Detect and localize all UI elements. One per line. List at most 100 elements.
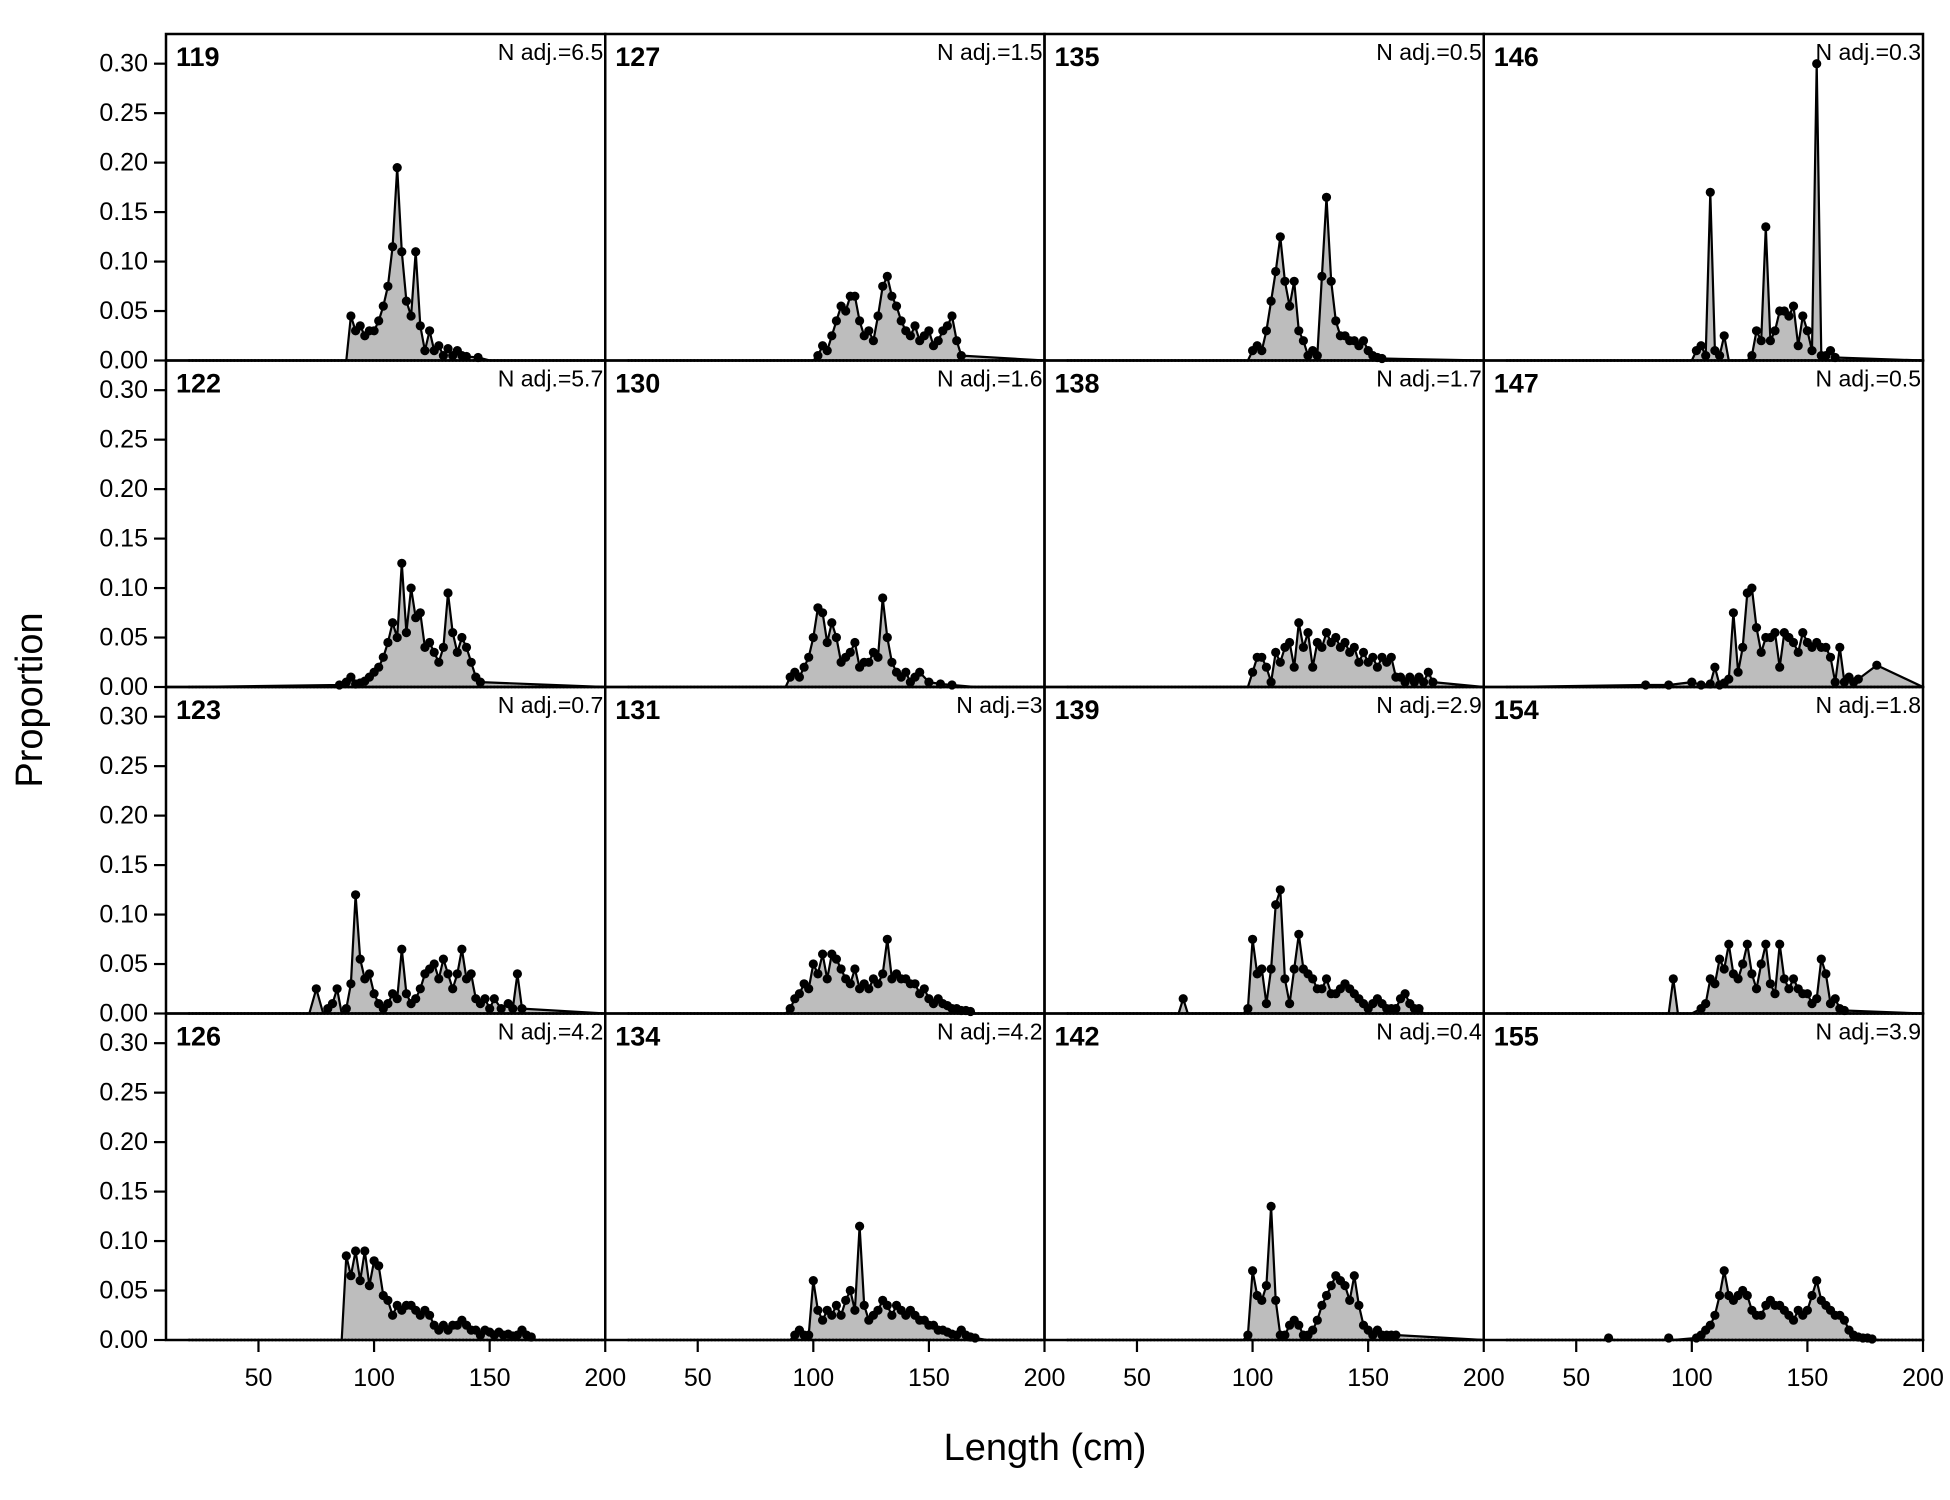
data-point (822, 637, 832, 648)
data-point (1853, 674, 1863, 684)
data-point (512, 969, 523, 979)
data-point (1266, 1201, 1276, 1211)
data-point (392, 632, 402, 643)
data-point (864, 657, 874, 667)
data-point (1747, 583, 1757, 593)
data-point (850, 1305, 860, 1315)
data-point (475, 677, 485, 687)
data-point (364, 969, 374, 979)
data-point (1747, 969, 1757, 979)
data-point (374, 662, 384, 672)
data-point (1312, 1315, 1322, 1325)
data-point (332, 984, 342, 994)
data-point (341, 1251, 351, 1261)
data-point (1756, 1310, 1766, 1320)
panel-id-label: 131 (615, 695, 660, 725)
area-fill-119 (189, 167, 606, 361)
data-point (933, 336, 943, 346)
data-point (878, 969, 888, 979)
data-point (1178, 994, 1188, 1004)
data-point (448, 984, 458, 994)
data-point (1308, 662, 1318, 672)
panel-id-label: 127 (615, 42, 660, 72)
data-point (836, 964, 846, 974)
series-line-146 (1506, 62, 1924, 362)
data-point (1428, 677, 1438, 687)
y-tick-label: 0.05 (99, 624, 148, 652)
data-point (1289, 662, 1299, 672)
y-tick-label: 0.30 (99, 703, 148, 731)
data-point (355, 954, 365, 964)
data-point (1742, 1290, 1752, 1301)
data-point (952, 336, 962, 346)
data-point (1358, 647, 1369, 658)
data-point (1715, 1290, 1725, 1301)
panel-id-label: 119 (176, 42, 220, 72)
data-point (378, 652, 388, 662)
data-point (804, 1330, 814, 1340)
panel-142: 142 N adj.=0.4 (1043, 1012, 1486, 1342)
data-point (1243, 1004, 1253, 1014)
x-tick-label: 150 (1347, 1364, 1389, 1392)
data-point (311, 984, 321, 994)
data-point (383, 281, 393, 291)
data-point (1738, 959, 1748, 969)
data-point (425, 326, 435, 336)
data-point (1386, 652, 1396, 662)
data-point (1340, 637, 1350, 648)
panel-n-label: N adj.=2.9 (1376, 692, 1482, 718)
data-point (1266, 964, 1276, 974)
data-point (804, 984, 814, 994)
data-point (438, 351, 448, 361)
y-tick-label: 0.25 (99, 426, 148, 454)
y-tick-label: 0.10 (99, 248, 148, 276)
data-point (1298, 336, 1308, 346)
data-point (1812, 59, 1822, 69)
data-point (1770, 326, 1780, 336)
data-point (1414, 1004, 1424, 1014)
data-point (1756, 959, 1766, 969)
data-point (1275, 232, 1285, 242)
data-point (1312, 351, 1322, 361)
data-point (882, 934, 892, 944)
data-point (406, 311, 416, 321)
area-fill-139 (1067, 889, 1484, 1014)
data-point (397, 247, 407, 257)
data-point (850, 964, 860, 974)
x-tick-label: 150 (908, 1364, 950, 1392)
data-point (1751, 623, 1762, 633)
data-point (1285, 301, 1295, 311)
data-point (1275, 885, 1285, 895)
panel-frame-146 (1482, 32, 1925, 362)
panel-frame-154 (1482, 685, 1925, 1015)
panel-id-label: 126 (176, 1022, 221, 1052)
data-point (1835, 642, 1845, 653)
data-point (374, 316, 384, 326)
panels-layer: 119 N adj.=6.5 127 N adj.=1.5 135 N adj.=0.5 1… (164, 32, 1925, 1344)
x-tick-label: 50 (1562, 1364, 1590, 1392)
data-point (1345, 1295, 1355, 1305)
data-point (401, 989, 411, 999)
data-point (1280, 974, 1290, 984)
data-point (425, 1310, 435, 1320)
data-point (827, 618, 837, 628)
data-point (813, 351, 823, 361)
data-point (1321, 1290, 1332, 1301)
data-point (1289, 964, 1299, 974)
panel-frame-147 (1482, 359, 1925, 689)
data-point (799, 662, 809, 672)
data-point (457, 944, 467, 954)
data-point (845, 647, 855, 658)
data-point (1321, 192, 1332, 202)
data-point (1710, 1310, 1720, 1320)
data-point (1298, 642, 1308, 653)
data-point (910, 979, 920, 989)
data-point (910, 321, 920, 331)
data-point (351, 890, 361, 900)
data-point (1719, 331, 1729, 341)
data-point (1354, 657, 1364, 667)
data-point (392, 163, 402, 173)
y-tick-label: 0.30 (99, 1029, 148, 1057)
panel-id-label: 142 (1055, 1022, 1100, 1052)
